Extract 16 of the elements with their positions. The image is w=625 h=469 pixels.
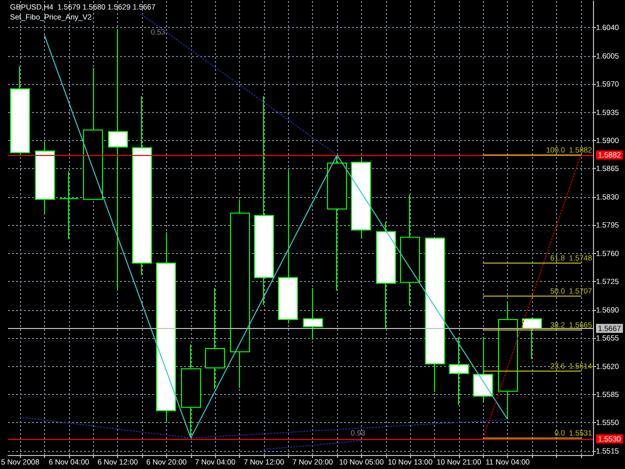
candlestick (35, 140, 55, 214)
line-series (44, 35, 508, 439)
candlestick (351, 156, 371, 239)
candlestick (473, 336, 493, 402)
candlestick (498, 301, 518, 420)
candlestick (376, 221, 396, 329)
candlestick (303, 288, 323, 340)
candlestick (205, 288, 225, 390)
candlestick (59, 170, 79, 240)
candlestick (449, 336, 469, 406)
candlestick (522, 317, 542, 360)
candlestick (181, 344, 201, 439)
candlestick (83, 67, 103, 200)
candlestick (10, 66, 30, 154)
candlestick (327, 154, 347, 291)
candlestick (400, 194, 420, 306)
